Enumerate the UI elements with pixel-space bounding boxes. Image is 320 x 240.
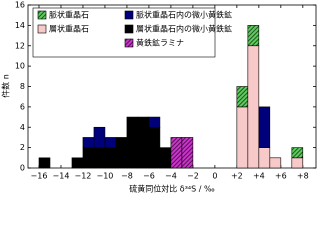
bar-segment [104, 147, 117, 169]
legend-label: 黄鉄鉱ラミナ [136, 38, 184, 48]
bar-segment [82, 147, 95, 169]
bar-segment [247, 25, 260, 47]
bar-segment [71, 157, 84, 169]
x-tick-label: −12 [75, 172, 92, 181]
bar-segment [269, 157, 282, 169]
bar-segment [93, 147, 106, 169]
y-tick-label: 0 [20, 164, 25, 173]
bar-segment [291, 147, 304, 159]
legend-label: 脈状重晶石 [49, 10, 89, 20]
x-tick-label: −6 [143, 172, 155, 181]
bar-segment [247, 45, 260, 169]
bar-segment [115, 137, 128, 169]
y-tick-label: 12 [15, 41, 25, 50]
x-tick-label: +8 [297, 172, 309, 181]
bar-segment [291, 157, 304, 169]
y-tick-label: 6 [20, 102, 25, 111]
x-tick-label: −14 [53, 172, 70, 181]
x-tick-label: +2 [231, 172, 243, 181]
legend-swatch [37, 24, 47, 34]
bar-segment [236, 86, 249, 108]
x-tick-label: +4 [253, 172, 265, 181]
legend-box [32, 7, 216, 58]
bar-segment [148, 116, 161, 128]
x-tick-label: −2 [187, 172, 199, 181]
legend-swatch [124, 10, 134, 20]
bar-segment [181, 137, 194, 169]
legend-swatch [124, 38, 134, 48]
y-tick-label: 14 [15, 21, 25, 30]
y-tick-label: 16 [15, 1, 25, 10]
legend-label: 層状重晶石 [49, 24, 89, 34]
bar-segment [104, 137, 117, 148]
y-tick-label: 10 [15, 62, 25, 71]
chart: 件数 n 硫黄同位対比 δ³⁴S / ‰ 0 2 4 6 8 10 12 14 16 −16 −14… [1, 1, 317, 194]
x-tick-label: +6 [275, 172, 287, 181]
x-tick-label: 0 [212, 172, 217, 181]
legend-label: 脈状重晶石内の微小黄鉄鉱 [136, 10, 232, 20]
legend-swatch [37, 10, 47, 20]
legend-label: 層状重晶石内の微小黄鉄鉱 [136, 24, 232, 34]
bar-segment [148, 126, 161, 169]
y-tick-label: 2 [20, 143, 25, 152]
bar-segment [82, 137, 95, 148]
x-tick-label: −8 [121, 172, 133, 181]
bar-segment [258, 147, 271, 169]
x-tick-label: −16 [31, 172, 48, 181]
bar-segment [170, 137, 183, 169]
bar-segment [159, 147, 172, 169]
bar-segment [137, 116, 150, 169]
x-tick-label: −4 [165, 172, 177, 181]
bar-segment [258, 106, 271, 148]
y-tick-label: 4 [20, 123, 25, 132]
bar-segment [38, 157, 51, 169]
bar-segment [236, 106, 249, 169]
x-tick-label: −10 [97, 172, 114, 181]
y-tick-label: 8 [20, 82, 25, 91]
legend-swatch [124, 24, 134, 34]
bar-segment [126, 116, 139, 169]
y-axis-label: 件数 n [1, 74, 11, 98]
x-axis-label: 硫黄同位対比 δ³⁴S / ‰ [129, 184, 215, 194]
bar-segment [93, 126, 106, 148]
